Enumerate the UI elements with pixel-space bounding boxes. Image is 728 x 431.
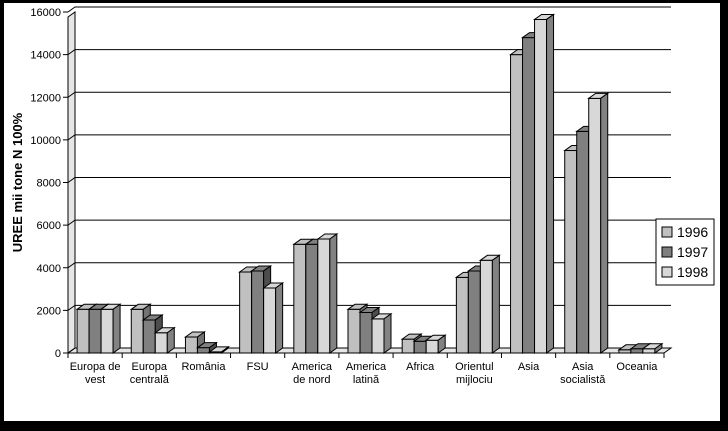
bar: [100, 308, 114, 354]
x-category-label: Africa: [406, 361, 435, 373]
x-category-label: Asia: [518, 361, 540, 373]
legend-label: 1997: [677, 244, 708, 260]
legend-swatch: [661, 226, 673, 238]
legend-swatch: [661, 246, 673, 258]
bar: [642, 348, 656, 354]
bar: [455, 276, 469, 354]
x-category-label: Oceania: [616, 361, 658, 373]
y-tick-label: 4000: [37, 263, 61, 275]
bar-side: [220, 345, 229, 354]
chart-side-wall: [67, 11, 76, 354]
y-tick-label: 14000: [30, 50, 61, 62]
x-category-label: America: [346, 361, 387, 373]
bar: [425, 339, 439, 354]
bar-side: [166, 326, 175, 354]
gridline: [67, 91, 671, 98]
legend-swatch: [661, 266, 673, 278]
bar: [251, 270, 265, 354]
bar-side: [600, 92, 609, 354]
bar-chart: 0 2000 4000 6000 8000 10000 12000 14000 16000 URE…: [10, 6, 715, 386]
gridline: [67, 262, 671, 269]
bar: [479, 259, 493, 354]
bar: [359, 312, 373, 354]
bar: [522, 37, 536, 354]
bar: [413, 340, 427, 354]
bar: [588, 97, 602, 354]
bar-side: [329, 233, 338, 354]
x-category-label: Orientul: [455, 361, 494, 373]
x-category-label: centrală: [130, 374, 170, 386]
bar: [76, 308, 90, 354]
bar: [630, 348, 644, 354]
bar: [467, 270, 481, 354]
bar: [130, 308, 144, 354]
bar: [347, 308, 361, 354]
bar-side: [437, 334, 446, 354]
x-category-label: de nord: [293, 374, 330, 386]
bar: [305, 243, 319, 354]
y-axis-title: UREE mii tone N 100%: [10, 112, 25, 252]
chart-canvas: 0 2000 4000 6000 8000 10000 12000 14000 16000 URE…: [4, 3, 720, 421]
gridline: [67, 6, 671, 13]
bar: [293, 243, 307, 354]
y-tick-label: 12000: [30, 92, 61, 104]
bar: [317, 238, 331, 354]
x-category-label: mijlociu: [456, 374, 493, 386]
bar-side: [275, 282, 284, 354]
y-tick-label: 10000: [30, 135, 61, 147]
gridline: [67, 49, 671, 56]
bar: [534, 18, 548, 354]
x-category-label: America: [292, 361, 333, 373]
x-category-label: România: [181, 361, 226, 373]
bar: [154, 332, 168, 354]
bar: [510, 54, 524, 354]
y-tick-label: 8000: [37, 178, 61, 190]
x-category-label: Asia: [572, 361, 594, 373]
bar-side: [491, 254, 500, 354]
y-tick-label: 16000: [30, 7, 61, 19]
legend-label: 1998: [677, 264, 708, 280]
legend-label: 1996: [677, 224, 708, 240]
bar-side: [383, 312, 392, 354]
gridline: [67, 177, 671, 183]
y-tick-label: 0: [55, 348, 61, 360]
bar-side: [546, 13, 555, 354]
bar: [184, 336, 198, 354]
x-category-label: vest: [85, 374, 105, 386]
bar: [564, 150, 578, 354]
bar: [401, 338, 415, 354]
y-tick-label: 2000: [37, 305, 61, 317]
bar: [371, 318, 385, 354]
bar: [263, 287, 277, 354]
bar-side: [112, 303, 121, 354]
x-category-label: FSU: [247, 361, 269, 373]
x-category-label: socialistă: [560, 374, 606, 386]
x-category-label: latină: [353, 374, 380, 386]
bar: [239, 271, 253, 354]
bar: [88, 308, 102, 354]
gridline: [67, 219, 671, 226]
bar: [142, 319, 156, 354]
y-tick-label: 6000: [37, 220, 61, 232]
gridline: [67, 134, 671, 141]
x-category-label: Europa de: [70, 361, 121, 373]
x-category-label: Europa: [132, 361, 168, 373]
bar: [576, 130, 590, 354]
bar: [196, 347, 210, 354]
bar-side: [654, 342, 663, 354]
